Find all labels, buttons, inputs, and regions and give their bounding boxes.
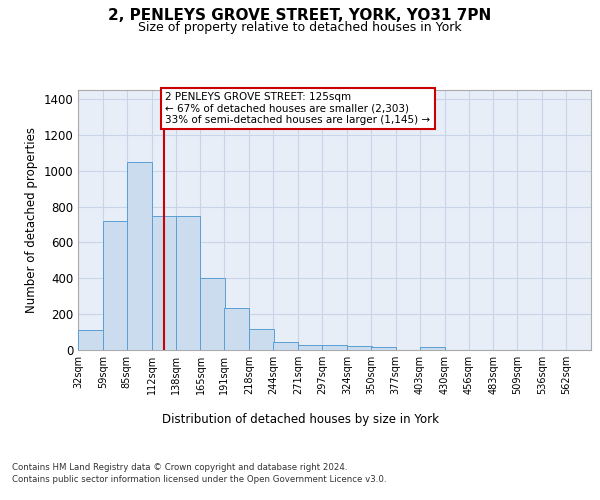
Bar — [419, 348, 445, 350]
Bar — [152, 216, 176, 350]
Bar — [224, 308, 250, 350]
Bar — [371, 348, 396, 350]
Text: 2 PENLEYS GROVE STREET: 125sqm
← 67% of detached houses are smaller (2,303)
33% : 2 PENLEYS GROVE STREET: 125sqm ← 67% of … — [166, 92, 431, 125]
Bar — [78, 330, 103, 350]
Text: Contains HM Land Registry data © Crown copyright and database right 2024.: Contains HM Land Registry data © Crown c… — [12, 462, 347, 471]
Y-axis label: Number of detached properties: Number of detached properties — [25, 127, 38, 313]
Bar — [273, 342, 298, 350]
Text: Size of property relative to detached houses in York: Size of property relative to detached ho… — [138, 21, 462, 34]
Text: 2, PENLEYS GROVE STREET, YORK, YO31 7PN: 2, PENLEYS GROVE STREET, YORK, YO31 7PN — [109, 8, 491, 22]
Bar — [176, 216, 200, 350]
Text: Contains public sector information licensed under the Open Government Licence v3: Contains public sector information licen… — [12, 475, 386, 484]
Bar — [250, 330, 274, 350]
Bar — [347, 346, 372, 350]
Bar — [298, 345, 323, 350]
Bar — [127, 162, 152, 350]
Text: Distribution of detached houses by size in York: Distribution of detached houses by size … — [161, 412, 439, 426]
Bar — [200, 278, 226, 350]
Bar — [322, 345, 347, 350]
Bar — [103, 221, 128, 350]
